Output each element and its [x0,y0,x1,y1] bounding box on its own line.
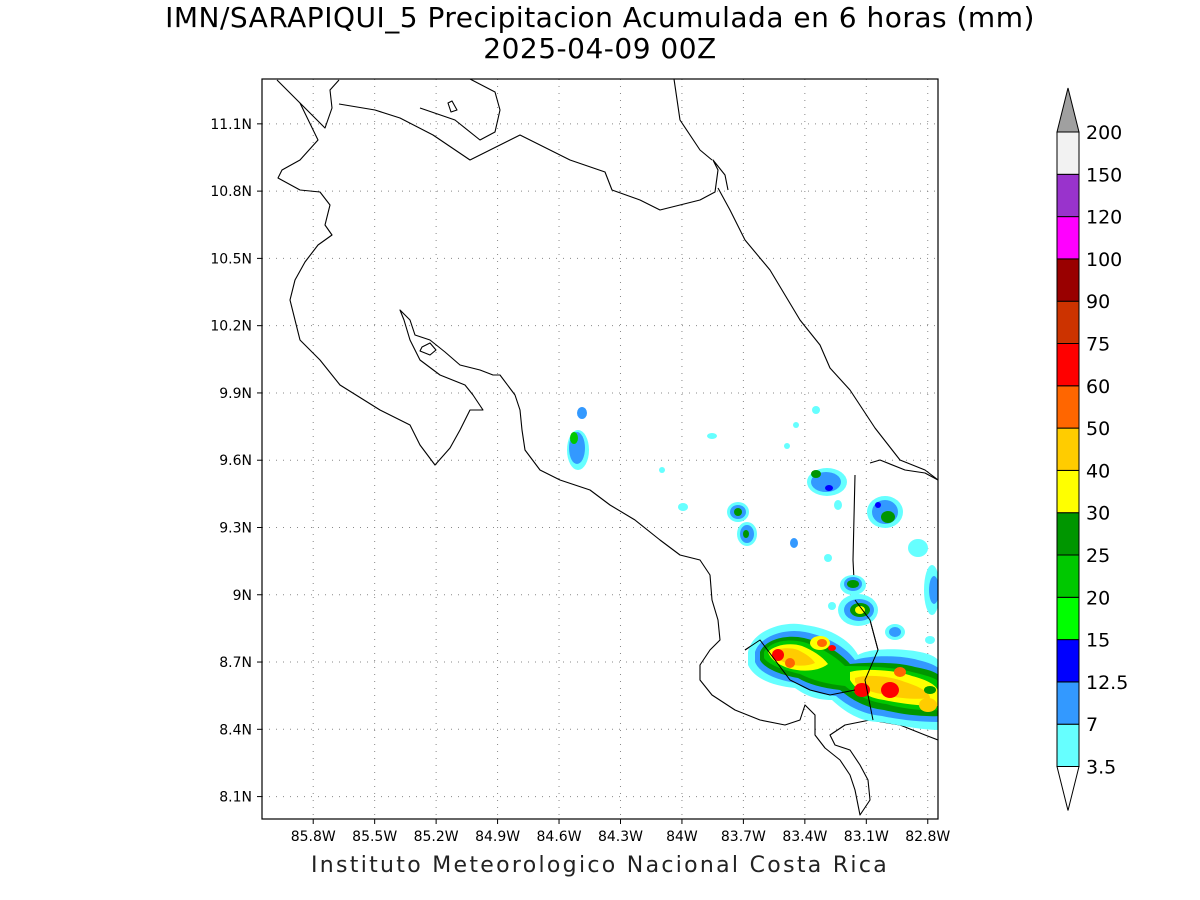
colorbar-swatch [1056,173,1080,218]
lat-tick-label: 10.8N [210,184,252,200]
lon-tick-label: 84.3W [598,829,643,845]
colorbar-swatch [1056,216,1080,260]
colorbar-label: 3.5 [1086,757,1116,779]
colorbar-swatch [1056,300,1080,345]
lon-tick-label: 85.5W [352,829,397,845]
lat-tick-label: 9.9N [219,386,252,402]
colorbar-label: 60 [1086,376,1110,398]
footer-credit: Instituto Meteorologico Nacional Costa R… [310,853,890,878]
axis-labels: 85.8W 85.5W 85.2W 84.9W 84.6W 84.3W 84W 83.7W 83… [210,117,950,845]
colorbar-top-triangle [1056,87,1080,133]
colorbar-swatch [1056,639,1080,683]
lon-tick-label: 83.4W [782,829,827,845]
colorbar-swatch [1056,258,1080,302]
chart-title: IMN/SARAPIQUI_5 Precipitacion Acumulada … [165,1,1035,34]
lat-tick-label: 9.3N [219,520,252,536]
colorbar-swatch [1056,723,1080,768]
lon-tick-label: 84.6W [537,829,582,845]
colorbar-label: 7 [1086,714,1098,736]
lon-tick-label: 82.8W [905,829,950,845]
colorbar-label: 200 [1086,122,1122,144]
lon-tick-label: 83.1W [844,829,889,845]
colorbar-label: 75 [1086,334,1110,356]
lon-tick-label: 84W [666,829,698,845]
graticule [262,79,938,819]
colorbar-swatch [1056,554,1080,598]
colorbar-swatch [1056,681,1080,725]
colorbar-label: 20 [1086,587,1110,609]
lat-tick-label: 9.6N [219,453,252,469]
colorbar-label: 100 [1086,249,1122,271]
colorbar-label: 30 [1086,503,1110,525]
colorbar-swatch [1056,596,1080,641]
lat-tick-label: 9N [233,588,252,604]
colorbar-swatch [1056,131,1080,175]
lon-tick-label: 85.8W [291,829,336,845]
lat-tick-label: 8.7N [219,655,252,671]
lon-tick-label: 84.9W [475,829,520,845]
colorbar-bottom-triangle [1056,766,1080,811]
title-block: IMN/SARAPIQUI_5 Precipitacion Acumulada … [0,2,1200,64]
colorbar-label: 150 [1086,164,1122,186]
colorbar-label: 40 [1086,460,1110,482]
colorbar-label: 120 [1086,207,1122,229]
colorbar: 3.5 7 12.5 15 20 25 30 40 50 60 75 90 100 120 150 200 [1056,87,1128,811]
colorbar-label: 25 [1086,545,1110,567]
lat-tick-label: 10.5N [210,251,252,267]
map-frame [261,78,939,820]
chart-subtitle: 2025-04-09 00Z [483,32,717,65]
lat-tick-label: 8.1N [219,790,252,806]
colorbar-label: 15 [1086,630,1110,652]
colorbar-label: 12.5 [1086,672,1128,694]
colorbar-swatch [1056,343,1080,387]
lon-tick-label: 83.7W [721,829,766,845]
lat-tick-label: 11.1N [210,117,252,133]
lat-tick-label: 8.4N [219,722,252,738]
coastline-overlay [744,599,879,721]
colorbar-swatch [1056,469,1080,514]
lon-tick-label: 85.2W [414,829,459,845]
colorbar-swatch [1056,427,1080,471]
precipitation-field [567,406,938,730]
colorbar-swatch [1056,385,1080,429]
colorbar-label: 50 [1086,418,1110,440]
colorbar-swatch [1056,512,1080,556]
colorbar-label: 90 [1086,291,1110,313]
lat-tick-label: 10.2N [210,319,252,335]
